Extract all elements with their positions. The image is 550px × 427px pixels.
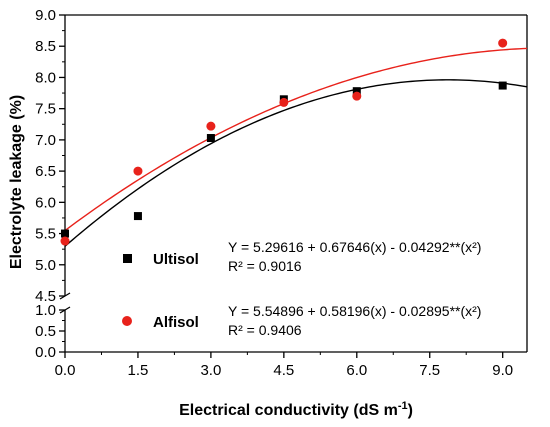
point-alfisol: [498, 38, 508, 48]
r2-ultisol: R² = 0.9016: [228, 258, 302, 274]
y-axis-title: Electrolyte leakage (%): [8, 95, 25, 269]
y-tick-label-4.5: 4.5: [35, 288, 56, 305]
y-lower-tick-label-0.0: 0.0: [35, 344, 56, 361]
y-tick-label-8.0: 8.0: [35, 69, 56, 86]
x-tick-label-0.0: 0.0: [55, 362, 76, 379]
y-tick-label-5.5: 5.5: [35, 226, 56, 243]
y-tick-label-9.0: 9.0: [35, 7, 56, 24]
point-alfisol: [206, 121, 216, 131]
point-alfisol: [279, 97, 289, 107]
legend-label-alfisol: Alfisol: [153, 314, 199, 331]
x-axis-title: Electrical conductivity (dS m-1): [179, 400, 413, 419]
point-ultisol: [61, 229, 69, 238]
legend-marker-alfisol: [122, 316, 132, 326]
x-tick-label-4.5: 4.5: [273, 362, 294, 379]
legend-label-ultisol: Ultisol: [153, 251, 199, 268]
y-tick-label-7.5: 7.5: [35, 101, 56, 118]
fit-curve-ultisol: [64, 79, 528, 247]
point-ultisol: [133, 212, 142, 221]
x-tick-label-7.5: 7.5: [419, 362, 440, 379]
fit-curves: [64, 47, 528, 247]
equation-ultisol: Y = 5.29616 + 0.67646(x) - 0.04292**(x²): [228, 239, 481, 255]
x-tick-label-3.0: 3.0: [200, 362, 221, 379]
x-tick-label-1.5: 1.5: [128, 362, 149, 379]
point-ultisol: [352, 87, 361, 96]
point-ultisol: [206, 134, 215, 143]
y-tick-label-7.0: 7.0: [35, 132, 56, 149]
y-tick-label-6.0: 6.0: [35, 194, 56, 211]
y-lower-tick-label-0.5: 0.5: [35, 323, 56, 340]
point-alfisol: [60, 236, 70, 246]
axis-ticks: 0.0 1.5 3.0 4.5 6.0 7.5 9.0 4.5 5.0 5.5 6.0 6.5 7.0 7…: [35, 7, 513, 379]
y-lower-tick-label-1.0: 1.0: [35, 302, 56, 319]
point-alfisol: [352, 91, 362, 101]
point-alfisol: [133, 166, 143, 176]
r2-alfisol: R² = 0.9406: [228, 322, 302, 338]
x-tick-label-6.0: 6.0: [346, 362, 367, 379]
data-points: [60, 38, 508, 246]
fit-curve-alfisol: [64, 47, 528, 232]
plot-frame: [59, 14, 528, 353]
legend: Ultisol Y = 5.29616 + 0.67646(x) - 0.042…: [122, 239, 481, 338]
point-ultisol: [498, 81, 507, 90]
y-tick-label-5.0: 5.0: [35, 257, 56, 274]
legend-marker-ultisol: [123, 254, 132, 263]
y-tick-label-6.5: 6.5: [35, 163, 56, 180]
equation-alfisol: Y = 5.54896 + 0.58196(x) - 0.02895**(x²): [228, 303, 481, 319]
x-tick-label-9.0: 9.0: [492, 362, 513, 379]
y-tick-label-8.5: 8.5: [35, 38, 56, 55]
